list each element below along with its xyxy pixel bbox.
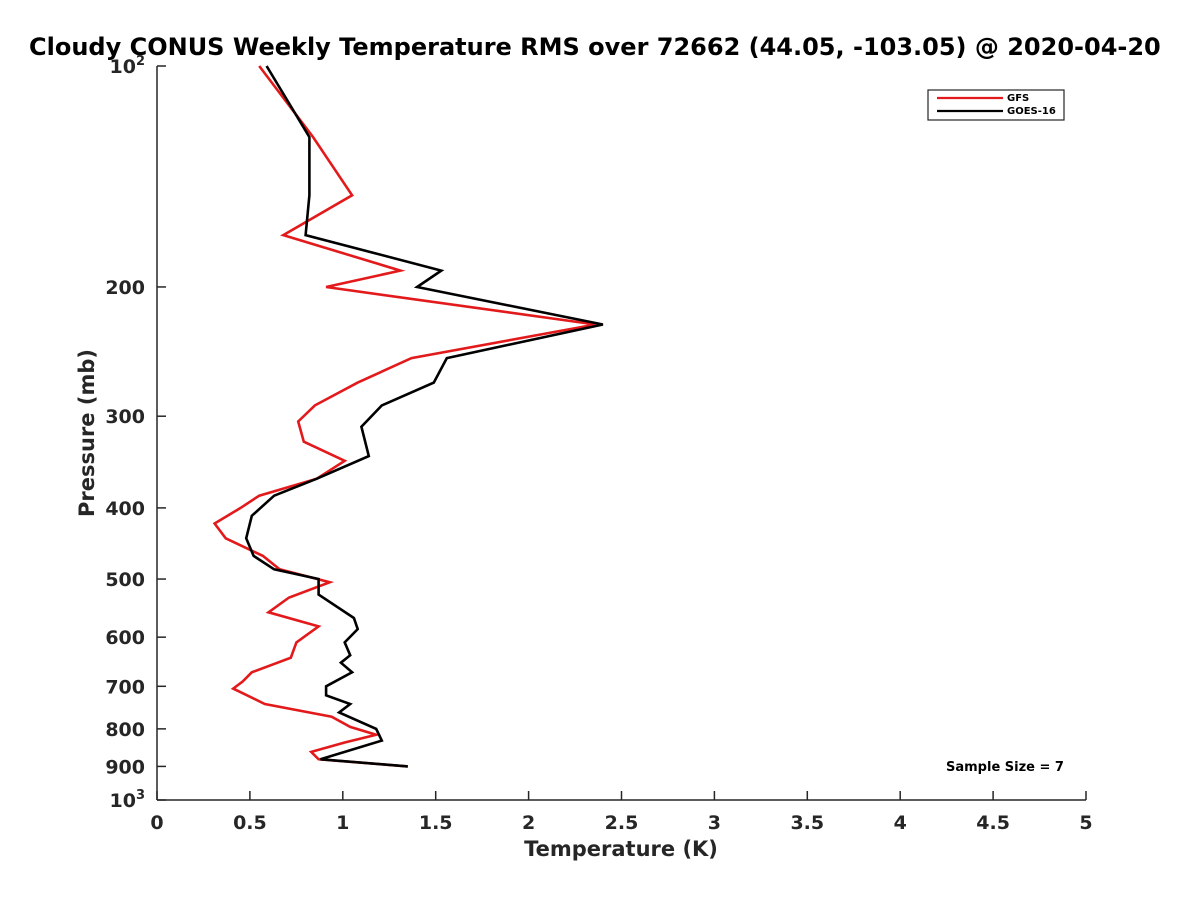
y-tick-label: 102: [110, 54, 146, 78]
x-ticks: 0 0.5 1 1.5 2 2.5 3 3.5 4 4.5 5: [150, 791, 1093, 834]
y-tick-label: 400: [105, 498, 145, 520]
legend-label-gfs: GFS: [1007, 93, 1029, 104]
x-tick-label: 3: [708, 812, 721, 834]
series-line-gfs: [212, 65, 596, 768]
x-tick-label: 2.5: [605, 812, 639, 834]
legend-label-goes16: GOES-16: [1007, 106, 1056, 117]
x-tick-label: 0.5: [233, 812, 267, 834]
y-tick-label: 600: [105, 627, 145, 649]
y-tick-label: 500: [105, 569, 145, 591]
y-axis-label: Pressure (mb): [75, 349, 99, 517]
chart-title: Cloudy CONUS Weekly Temperature RMS over…: [29, 33, 1161, 61]
plot-area: [212, 65, 604, 768]
y-tick-label: 700: [105, 676, 145, 698]
y-tick-label: 300: [105, 406, 145, 428]
x-tick-label: 5: [1079, 812, 1092, 834]
x-tick-label: 1.5: [419, 812, 453, 834]
x-tick-label: 3.5: [790, 812, 824, 834]
sample-size-annotation: Sample Size = 7: [946, 760, 1064, 775]
y-tick-label: 800: [105, 719, 145, 741]
x-tick-label: 4.5: [976, 812, 1010, 834]
x-tick-label: 1: [336, 812, 349, 834]
legend-box: [927, 89, 1065, 121]
y-ticks: 102 200 300 400 500 600 700 800 900 103: [105, 54, 166, 812]
y-tick-label: 900: [105, 756, 145, 778]
series-line-goes16: [244, 65, 604, 768]
x-tick-label: 2: [522, 812, 535, 834]
x-tick-label: 4: [894, 812, 907, 834]
legend: GFS GOES-16: [927, 89, 1065, 121]
axes: [156, 66, 1086, 801]
y-tick-label: 200: [105, 277, 145, 299]
x-axis-label: Temperature (K): [524, 837, 718, 861]
x-tick-label: 0: [150, 812, 163, 834]
y-tick-label: 103: [110, 788, 146, 812]
